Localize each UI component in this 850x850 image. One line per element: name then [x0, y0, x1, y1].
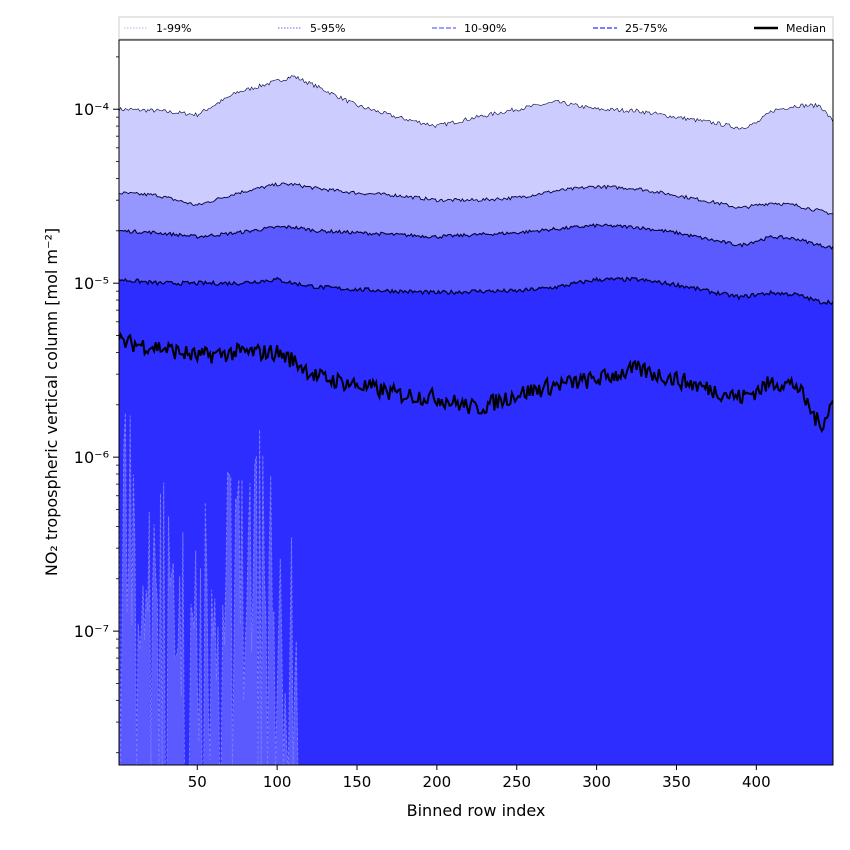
x-axis: 50 100 150 200 250 300 350 400 [188, 765, 771, 791]
y-tick-label: 10⁻⁶ [74, 448, 109, 467]
x-tick-label: 350 [662, 773, 691, 791]
legend-label: 5-95% [310, 22, 345, 35]
median-line [119, 331, 833, 434]
y-tick-label: 10⁻⁴ [74, 100, 109, 119]
legend-label: Median [786, 22, 826, 35]
x-tick-label: 200 [423, 773, 452, 791]
line-99-percentile [119, 75, 833, 130]
y-tick-label: 10⁻⁵ [74, 274, 109, 293]
plot-frame [118, 39, 834, 766]
y-axis-label: NO₂ tropospheric vertical column [mol m⁻… [42, 228, 61, 576]
y-axis: 10⁻⁷ 10⁻⁶ 10⁻⁵ 10⁻⁴ [74, 56, 119, 754]
x-tick-label: 150 [343, 773, 372, 791]
line-95-percentile [119, 182, 833, 215]
x-tick-label: 300 [582, 773, 611, 791]
legend-label: 10-90% [464, 22, 506, 35]
line-75-percentile [119, 276, 833, 306]
legend-label: 25-75% [625, 22, 667, 35]
band-75-percentile [119, 277, 833, 765]
x-axis-label: Binned row index [407, 801, 546, 820]
legend: 1-99% 5-95% 10-90% 25-75% Median [118, 16, 834, 40]
x-tick-label: 250 [502, 773, 531, 791]
legend-label: 1-99% [156, 22, 191, 35]
legend-box [118, 16, 834, 40]
x-tick-label: 400 [742, 773, 771, 791]
plot-area [119, 40, 833, 765]
x-tick-label: 100 [263, 773, 292, 791]
series-1-percentile [119, 412, 299, 765]
line-90-percentile [119, 223, 833, 250]
y-tick-label: 10⁻⁷ [74, 622, 109, 641]
x-tick-label: 50 [188, 773, 207, 791]
